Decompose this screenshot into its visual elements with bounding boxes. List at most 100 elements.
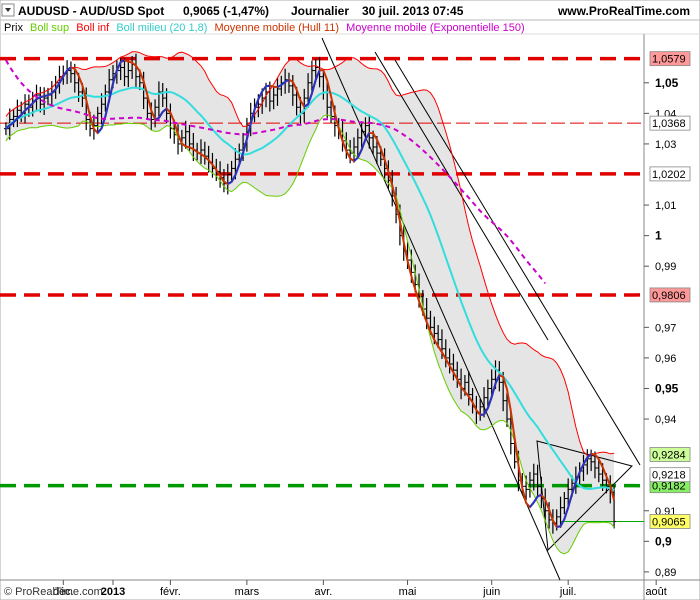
hull-up-segment	[62, 69, 68, 77]
y-tick-label: 1,05	[655, 76, 679, 90]
hull-up-segment	[353, 156, 359, 162]
y-tick-label: 0,99	[655, 261, 676, 273]
price-bar	[103, 84, 108, 112]
ema150-line	[5, 59, 546, 285]
price-bar	[485, 379, 490, 407]
horizontal-levels	[0, 56, 644, 522]
hull-up-segment	[66, 66, 72, 72]
hull-up-segment	[261, 85, 267, 93]
period-label: Journalier	[291, 4, 349, 18]
hull-up-segment	[559, 518, 566, 527]
hull-up-segment	[108, 83, 114, 101]
level-value-box	[649, 287, 691, 303]
legend-item-boll-milieu: Boll milieu (20 1,8)	[116, 22, 207, 34]
hull-up-segment	[537, 493, 542, 498]
hull-up-segment	[253, 98, 260, 111]
hull-up-segment	[115, 61, 122, 71]
hull-up-segment	[31, 98, 38, 104]
hull-up-segment	[245, 123, 252, 140]
legend-item-boll-sup: Boll sup	[30, 22, 69, 34]
price-bar	[466, 371, 471, 406]
hull-up-segment	[483, 407, 489, 416]
x-tick-label: févr.	[160, 586, 181, 598]
hull-up-segment	[24, 106, 30, 112]
price-bar	[164, 88, 169, 124]
channel-trendline[interactable]	[374, 51, 549, 341]
price-bar	[436, 324, 441, 349]
hull-up-segment	[574, 471, 581, 483]
legend-item-hull: Moyenne mobile (Hull 11)	[214, 22, 339, 34]
x-tick-label: mars	[235, 586, 260, 598]
price-value-label: 0,9065	[652, 516, 686, 528]
price-bar	[451, 353, 456, 381]
hull-up-segment	[54, 82, 61, 90]
x-tick-label: déc.	[53, 586, 74, 598]
bollinger-lower-line	[5, 114, 615, 555]
price-bar	[271, 86, 276, 110]
hull-up-segment	[5, 124, 11, 130]
price-bar	[290, 75, 295, 106]
price-value-label: 0,9218	[652, 470, 686, 482]
symbol-title: AUDUSD - AUD/USD Spot	[18, 4, 164, 18]
y-tick-label: 1	[655, 229, 662, 243]
price-value-box	[649, 447, 691, 462]
indicator-legend: Prix Boll sup Boll inf Boll milieu (20 1…	[4, 22, 525, 34]
price-bar	[562, 492, 567, 515]
bollinger-band-fill	[5, 51, 615, 554]
hull-up-segment	[40, 95, 45, 99]
price-bar	[68, 61, 73, 83]
price-bar	[482, 387, 487, 418]
hull-up-segment	[112, 70, 118, 84]
hull-up-segment	[490, 383, 497, 398]
hull-up-segment	[96, 127, 103, 134]
hull-up-segment	[486, 396, 493, 409]
legend-item-boll-inf: Boll inf	[76, 22, 110, 34]
hull-up-segment	[43, 94, 49, 98]
hull-up-segment	[36, 96, 41, 100]
hull-up-segment	[234, 164, 241, 176]
level-value-label: 1,0579	[652, 54, 686, 66]
copyright-label: © ProRealTime.com	[4, 586, 103, 598]
price-bar	[531, 463, 536, 491]
price-bar	[558, 496, 563, 528]
level-value-label: 0,9806	[652, 290, 686, 302]
y-tick-label: 0,89	[655, 567, 676, 579]
price-bar	[95, 106, 100, 133]
level-value-box	[649, 166, 691, 182]
hull-up-segment	[154, 117, 160, 121]
hull-up-segment	[20, 109, 26, 116]
bollinger-middle-line	[5, 86, 615, 492]
hull-up-segment	[230, 174, 237, 183]
price-bar	[367, 114, 372, 149]
hull-up-segment	[582, 457, 589, 465]
legend-item-prix: Prix	[4, 22, 23, 34]
price-bar	[504, 392, 509, 428]
channel-trendline[interactable]	[394, 59, 641, 466]
hull-up-segment	[104, 99, 111, 117]
datetime-label: 30 juil. 2013 07:45	[362, 4, 464, 18]
hull-up-segment	[47, 92, 53, 97]
hull-up-segment	[556, 525, 561, 528]
price-bar	[156, 81, 161, 118]
chevron-down-icon	[5, 8, 11, 12]
last-quote: 0,9065 (-1,47%)	[183, 4, 269, 18]
hull-up-segment	[314, 69, 321, 81]
hull-up-segment	[249, 109, 256, 125]
hull-up-segment	[9, 121, 15, 127]
hull-up-segment	[238, 152, 245, 166]
price-bar	[122, 58, 127, 87]
hull-up-segment	[242, 138, 248, 154]
hull-up-segment	[578, 463, 585, 473]
legend-item-ema150: Moyenne mobile (Exponentielle 150)	[346, 22, 525, 34]
price-bar	[355, 128, 360, 157]
hull-up-segment	[277, 84, 282, 89]
hull-up-segment	[284, 78, 290, 83]
hull-up-segment	[310, 79, 317, 94]
level-value-label: 1,0368	[652, 118, 686, 130]
y-tick-label: 1,03	[655, 139, 676, 151]
hull-up-segment	[356, 149, 363, 159]
hull-up-segment	[307, 93, 313, 105]
level-value-label: 1,0202	[652, 169, 686, 181]
x-tick-label: avr.	[315, 586, 333, 598]
